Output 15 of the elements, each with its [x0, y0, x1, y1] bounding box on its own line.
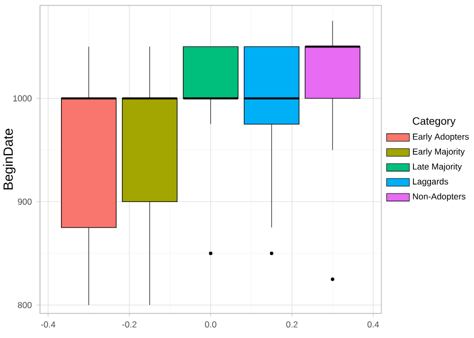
x-tick-label: 0.0	[204, 321, 216, 328]
y-tick-label: 900	[18, 198, 32, 205]
x-tick-label: -0.2	[122, 321, 136, 328]
x-tick-label: 0.2	[286, 321, 298, 328]
legend-label: Non-Adopters	[413, 193, 466, 202]
legend-label: Laggards	[413, 178, 448, 186]
legend-label: Early Adopters	[413, 133, 469, 142]
y-tick-label: 1000	[13, 95, 32, 102]
legend-label: Late Majority	[413, 163, 462, 172]
x-tick-label: 0.4	[368, 321, 379, 328]
y-axis-title: BeginDate	[3, 128, 16, 190]
legend-label: Early Majority	[413, 148, 465, 156]
legend-title: Category	[412, 117, 456, 127]
x-tick-label: -0.4	[41, 321, 56, 328]
y-tick-label: 800	[18, 302, 32, 308]
